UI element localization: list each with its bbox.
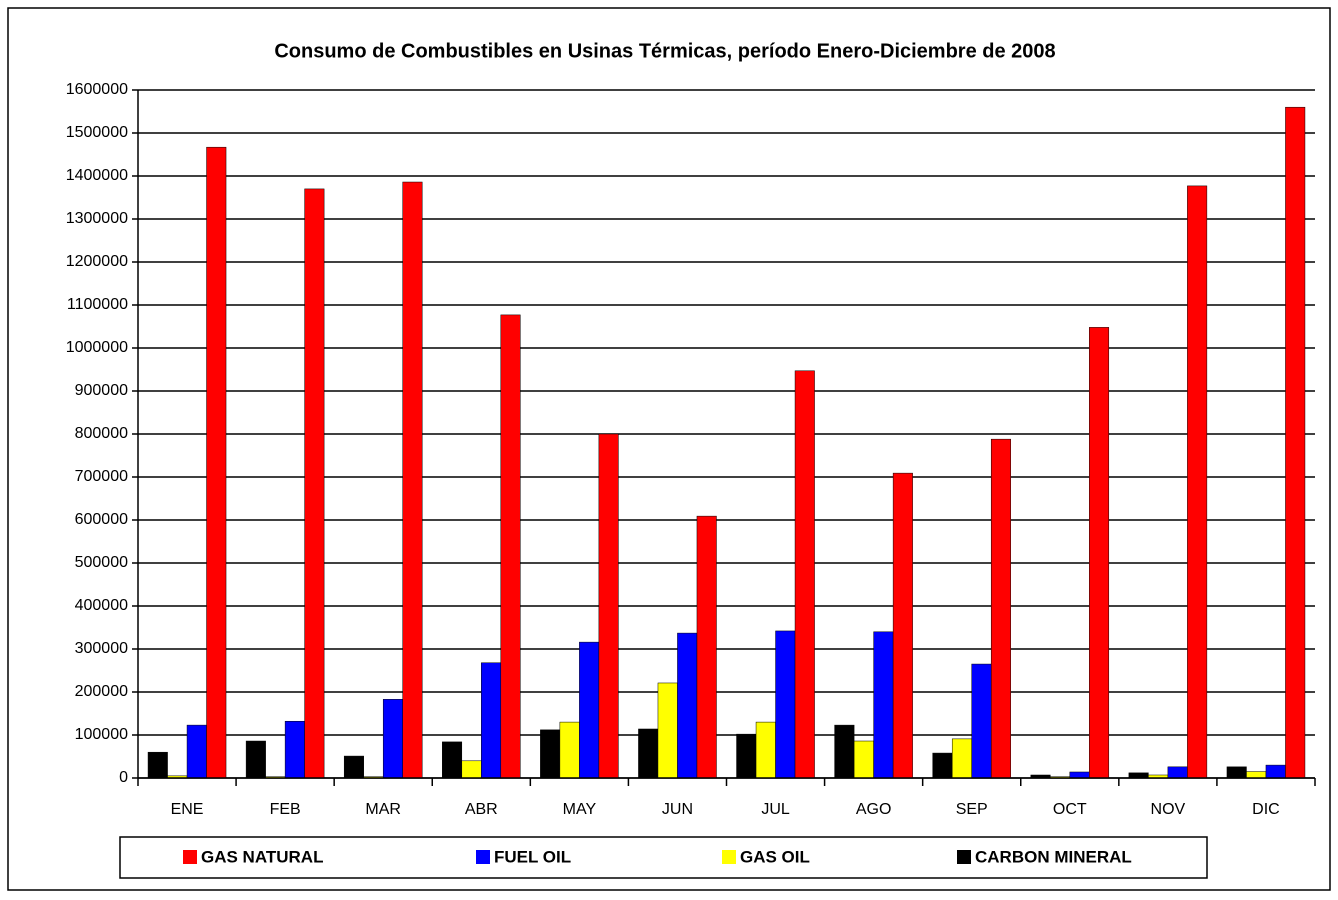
- bar: [1226, 766, 1247, 779]
- x-tick-label: MAY: [563, 801, 597, 818]
- bar: [971, 663, 992, 779]
- bar: [1187, 185, 1208, 779]
- bar: [598, 433, 619, 779]
- bar: [736, 733, 757, 779]
- x-tick-label: SEP: [956, 801, 988, 818]
- bar: [382, 699, 403, 779]
- bar: [1089, 327, 1110, 779]
- y-tick-label: 700000: [75, 468, 128, 485]
- bar: [186, 724, 207, 779]
- bar: [540, 729, 561, 779]
- y-tick-label: 900000: [75, 382, 128, 399]
- legend-label: GAS OIL: [740, 847, 810, 866]
- legend-label: GAS NATURAL: [201, 847, 323, 866]
- bar: [932, 752, 953, 779]
- legend-swatch: [722, 850, 736, 864]
- legend-box: [119, 836, 1208, 879]
- bar: [696, 515, 717, 779]
- y-tick-label: 800000: [75, 425, 128, 442]
- legend-swatch: [957, 850, 971, 864]
- y-tick-label: 1400000: [66, 167, 128, 184]
- legend-label: FUEL OIL: [494, 847, 571, 866]
- bar: [951, 738, 972, 779]
- bar: [461, 760, 482, 779]
- bar: [559, 721, 580, 779]
- x-tick-label: OCT: [1053, 801, 1087, 818]
- y-tick-label: 1200000: [66, 253, 128, 270]
- legend-swatch: [183, 850, 197, 864]
- bar: [579, 641, 600, 779]
- bar: [638, 728, 659, 779]
- y-tick-label: 600000: [75, 511, 128, 528]
- bar: [304, 188, 325, 779]
- x-tick-label: DIC: [1252, 801, 1280, 818]
- bar: [1128, 772, 1149, 779]
- y-tick-label: 100000: [75, 726, 128, 743]
- bar: [402, 181, 423, 779]
- bar: [657, 682, 678, 779]
- x-tick-label: MAR: [365, 801, 401, 818]
- bar: [343, 755, 364, 779]
- bar: [1167, 766, 1188, 779]
- bar: [1246, 771, 1267, 779]
- bar: [500, 314, 521, 779]
- x-tick-label: AGO: [856, 801, 892, 818]
- y-tick-label: 400000: [75, 597, 128, 614]
- bar: [1265, 764, 1286, 779]
- y-tick-label: 1000000: [66, 339, 128, 356]
- bar: [284, 720, 305, 779]
- y-tick-label: 200000: [75, 683, 128, 700]
- y-tick-label: 1500000: [66, 124, 128, 141]
- bar: [990, 438, 1011, 779]
- x-tick-label: JUN: [662, 801, 693, 818]
- bar: [775, 630, 796, 779]
- bar: [245, 740, 266, 779]
- x-tick-label: FEB: [270, 801, 301, 818]
- x-tick-label: NOV: [1151, 801, 1186, 818]
- bar: [755, 721, 776, 779]
- legend-label: CARBON MINERAL: [975, 847, 1132, 866]
- bar: [442, 741, 463, 779]
- bar: [834, 724, 855, 779]
- y-tick-label: 500000: [75, 554, 128, 571]
- bar: [794, 370, 815, 779]
- bar: [873, 631, 894, 779]
- bar: [1285, 106, 1306, 779]
- bar: [892, 472, 913, 779]
- y-tick-label: 1600000: [66, 81, 128, 98]
- x-tick-label: ABR: [465, 801, 498, 818]
- x-tick-label: ENE: [171, 801, 204, 818]
- bar: [206, 146, 227, 779]
- legend-swatch: [476, 850, 490, 864]
- bar: [677, 632, 698, 779]
- chart-title: Consumo de Combustibles en Usinas Térmic…: [274, 40, 1055, 62]
- bar: [853, 740, 874, 779]
- x-tick-label: JUL: [761, 801, 790, 818]
- y-tick-label: 1100000: [67, 296, 128, 313]
- bar: [1069, 771, 1090, 779]
- y-tick-label: 0: [119, 769, 128, 786]
- y-tick-label: 1300000: [66, 210, 128, 227]
- bar: [481, 662, 502, 779]
- bar: [147, 751, 168, 779]
- y-tick-label: 300000: [75, 640, 128, 657]
